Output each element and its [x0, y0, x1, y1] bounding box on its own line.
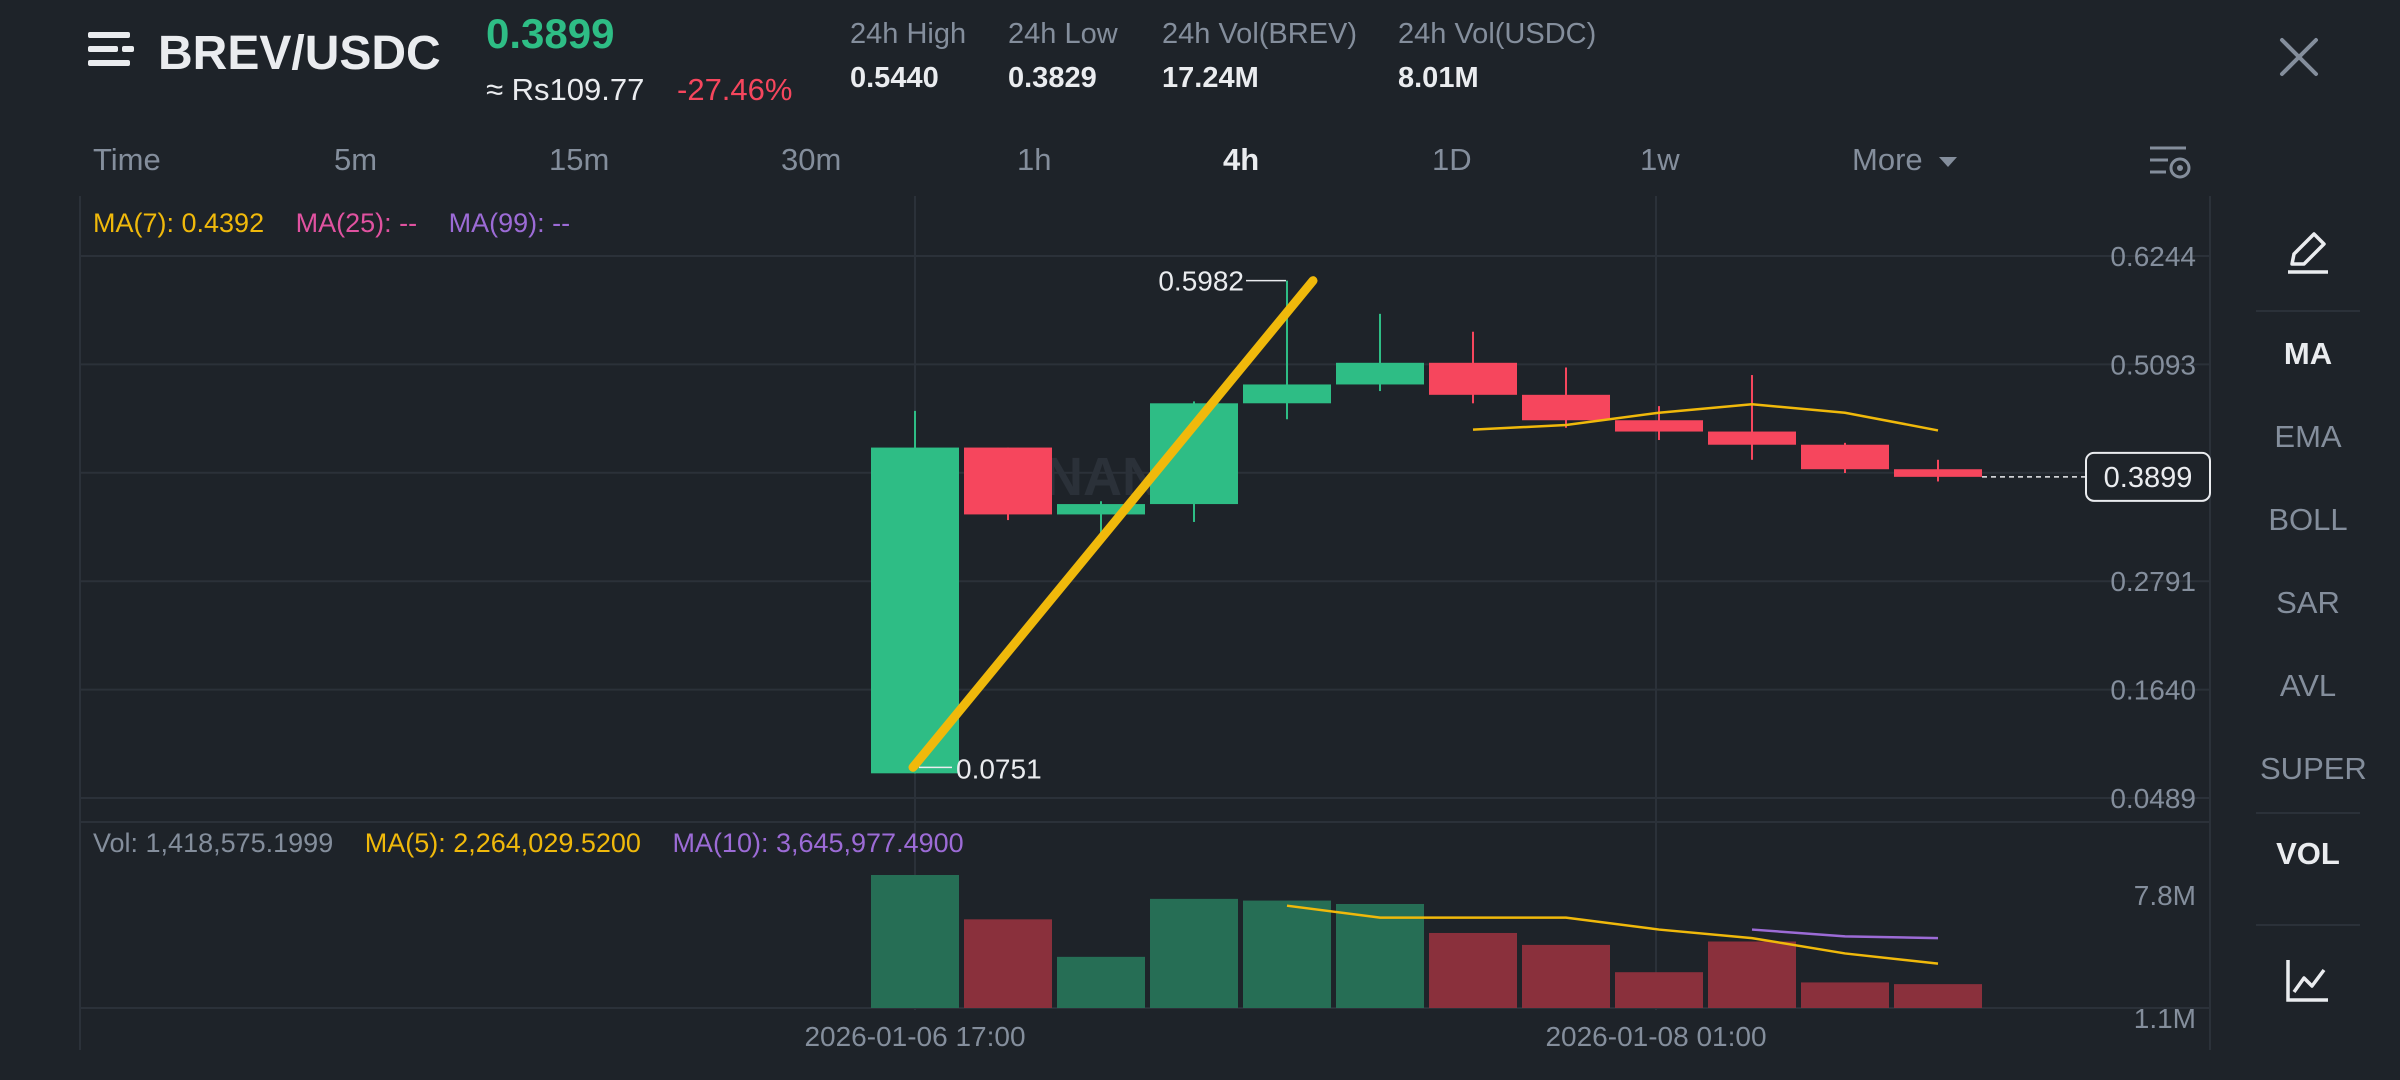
volume-bar [1429, 932, 1517, 1008]
tab-4h[interactable]: 4h [1223, 142, 1260, 177]
volume-bar [871, 875, 959, 1008]
price-change: -27.46% [677, 72, 793, 107]
price-tick-label: 0.0489 [2110, 783, 2196, 814]
candle-body [1708, 431, 1796, 445]
volume-bar [964, 919, 1052, 1008]
volume-tick-label: 1.1M [2134, 1003, 2196, 1034]
tab-30m[interactable]: 30m [781, 142, 842, 177]
tab-1h[interactable]: 1h [1017, 142, 1052, 177]
indicator-vol[interactable]: VOL [2276, 836, 2340, 871]
candle-body [1429, 362, 1517, 395]
candle-body [1336, 362, 1424, 385]
tab-time[interactable]: Time [93, 142, 161, 177]
volume-bar [1894, 984, 1982, 1008]
tab-more[interactable]: More [1852, 142, 1959, 178]
price-tick-label: 0.6244 [2110, 241, 2196, 272]
line-chart-icon[interactable] [2286, 958, 2330, 1002]
ma7-line [1472, 402, 1939, 432]
legend-ma25: MA(25): -- [295, 208, 418, 238]
indicator-ma[interactable]: MA [2283, 336, 2333, 371]
chart-settings-icon[interactable] [2148, 142, 2192, 182]
stat-24h-low-value: 0.3829 [1008, 62, 1097, 94]
last-price-label: 0.3899 [2104, 462, 2193, 494]
side-divider [2256, 812, 2360, 814]
side-divider [2256, 310, 2360, 312]
price-tick-label: 0.5093 [2110, 349, 2196, 380]
price-tick-label: 0.1640 [2110, 675, 2196, 706]
indicator-lines [908, 276, 2086, 965]
candle-body [1522, 394, 1610, 421]
candle-body [1801, 444, 1889, 470]
trendline-drawing [908, 276, 1318, 772]
legend-vol: Vol: 1,418,575.1999 [93, 828, 334, 858]
tab-5m[interactable]: 5m [334, 142, 378, 177]
tab-15m[interactable]: 15m [549, 142, 610, 177]
volume-bar [1057, 956, 1145, 1008]
legend-ma99: MA(99): -- [448, 208, 571, 238]
volume-tick-label: 7.8M [2134, 880, 2196, 911]
menu-icon[interactable] [88, 32, 136, 78]
pencil-icon[interactable] [2284, 230, 2332, 276]
legend-vol-ma5: MA(5): 2,264,029.5200 [364, 828, 641, 858]
candle-body [871, 447, 959, 774]
time-tick-label: 2026-01-08 01:00 [1545, 1021, 1766, 1052]
candle-body [1243, 384, 1331, 404]
candle-body [1615, 420, 1703, 432]
volume-bars [871, 875, 1982, 1008]
candle-body [1057, 504, 1145, 515]
indicator-super[interactable]: SUPER [2260, 751, 2367, 786]
indicator-sar[interactable]: SAR [2276, 585, 2340, 620]
last-price: 0.3899 [486, 10, 615, 57]
stat-24h-vol-quote-value: 8.01M [1398, 62, 1479, 94]
stat-24h-high-label: 24h High [850, 18, 967, 50]
low-marker-label: 0.0751 [956, 753, 1042, 784]
indicator-avl[interactable]: AVL [2279, 668, 2337, 703]
stat-24h-vol-quote-label: 24h Vol(USDC) [1398, 18, 1597, 50]
stat-24h-low-label: 24h Low [1008, 18, 1118, 50]
volume-bar [1708, 941, 1796, 1008]
volume-bar [1243, 900, 1331, 1008]
volume-bar [1801, 982, 1889, 1008]
legend-vol-ma10: MA(10): 3,645,977.4900 [672, 828, 964, 858]
chart-grid [79, 196, 2211, 1050]
price-tick-label: 0.2791 [2110, 566, 2196, 597]
legend-ma7: MA(7): 0.4392 [93, 208, 265, 238]
side-divider [2256, 924, 2360, 926]
volume-bar [1336, 903, 1424, 1008]
indicator-boll[interactable]: BOLL [2268, 502, 2348, 537]
stat-24h-high-value: 0.5440 [850, 62, 939, 94]
tab-1d[interactable]: 1D [1432, 142, 1472, 177]
last-price-tag [2085, 451, 2211, 502]
tab-1w[interactable]: 1w [1640, 142, 1680, 177]
high-marker-label: 0.5982 [1158, 266, 1244, 297]
vol-ma5-line [1286, 904, 1939, 965]
stat-24h-vol-base-label: 24h Vol(BREV) [1162, 18, 1358, 50]
trading-pair[interactable]: BREV/USDC [158, 27, 441, 80]
volume-bar [1615, 972, 1703, 1008]
caret-down-icon [1939, 156, 1958, 167]
candle-body [964, 447, 1052, 515]
close-icon[interactable] [2276, 34, 2322, 80]
tab-more-label: More [1852, 142, 1923, 177]
axis-labels: 0.62440.50930.39420.27910.16400.04897.8M… [804, 241, 2211, 1052]
volume-bar [1150, 898, 1238, 1008]
time-tick-label: 2026-01-06 17:00 [804, 1021, 1025, 1052]
stat-24h-vol-base-value: 17.24M [1162, 62, 1259, 94]
candles [871, 280, 1982, 774]
indicator-ema[interactable]: EMA [2274, 419, 2342, 454]
fiat-price: ≈ Rs109.77 [486, 72, 645, 107]
vol-ma10-line [1751, 928, 1939, 940]
volume-bar [1522, 944, 1610, 1008]
candle-body [1894, 469, 1982, 477]
